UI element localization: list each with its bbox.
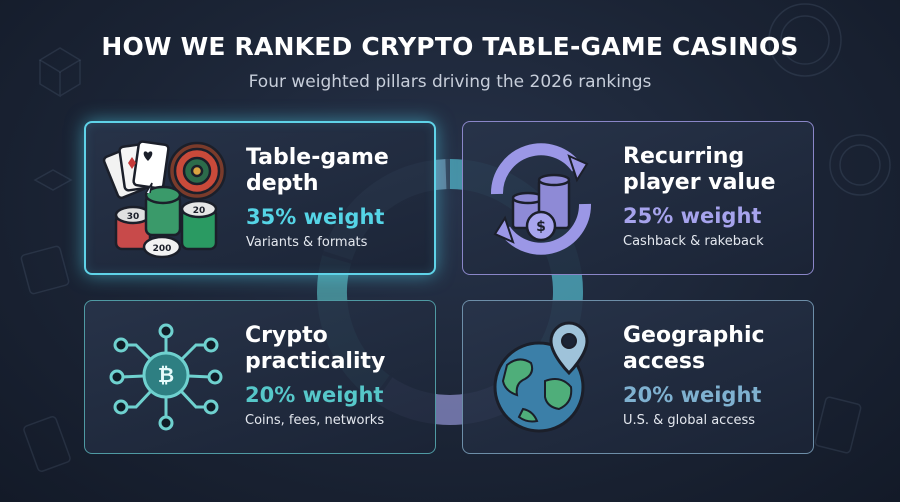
pillar-title-line1: Recurring xyxy=(623,144,745,169)
pillar-title-line2: access xyxy=(623,349,706,374)
chip-label: 200 xyxy=(153,244,172,254)
pillar-title-line2: depth xyxy=(246,171,319,196)
pillar-weight: 35% weight xyxy=(246,205,385,229)
pillar-description: U.S. & global access xyxy=(623,413,756,428)
chip-label: 30 xyxy=(127,212,140,222)
pillar-weight: 25% weight xyxy=(623,204,762,228)
pillar-description: Coins, fees, networks xyxy=(245,413,385,428)
pillar-card-geographic-access: Geographic access 20% weight U.S. & glob… xyxy=(462,300,814,454)
pillar-weight: 20% weight xyxy=(623,383,762,407)
chip-label: 20 xyxy=(193,206,206,216)
pillar-title-line2: practicality xyxy=(245,349,386,374)
page-subtitle: Four weighted pillars driving the 2026 r… xyxy=(248,72,652,92)
svg-text:₿: ₿ xyxy=(158,363,174,387)
pillar-card-table-game-depth: 30 20 200 Table-game depth 35% weight Va… xyxy=(84,121,436,275)
pillar-title-line2: player value xyxy=(623,170,776,195)
pillar-description: Cashback & rakeback xyxy=(623,234,764,249)
pillar-title-line1: Table-game xyxy=(246,145,389,170)
globe-location-icon xyxy=(493,321,589,433)
casino-chips-cards-roulette-icon: 30 20 200 xyxy=(102,140,227,259)
pillar-card-recurring-player-value: $ Recurring player value 25% weight Cash… xyxy=(462,121,814,275)
svg-text:$: $ xyxy=(536,219,546,235)
pillar-description: Variants & formats xyxy=(246,235,368,250)
pillar-card-crypto-practicality: ₿ Crypto practicality 20% weight Coins, … xyxy=(84,300,436,454)
page-title: HOW WE RANKED CRYPTO TABLE-GAME CASINOS xyxy=(101,32,799,61)
pillar-title-line1: Crypto xyxy=(245,323,328,348)
recurring-coins-icon: $ xyxy=(490,143,592,255)
bitcoin-network-icon: ₿ xyxy=(109,323,223,431)
pillar-weight: 20% weight xyxy=(245,383,384,407)
pillar-title-line1: Geographic xyxy=(623,323,765,348)
